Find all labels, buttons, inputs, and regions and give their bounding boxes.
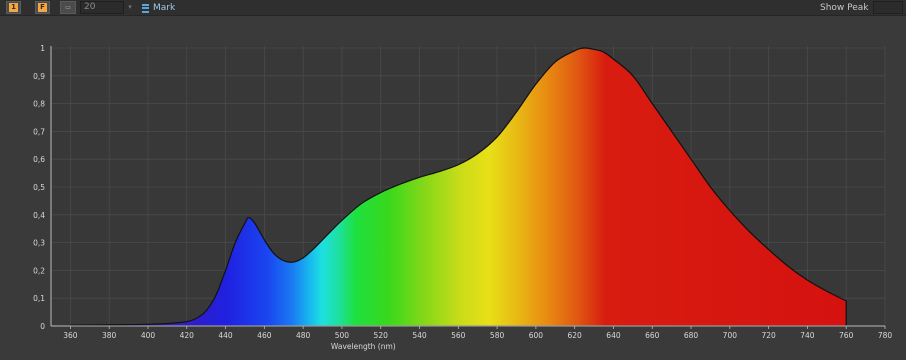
x-tick-label: 500 [335, 331, 350, 340]
y-tick-label: 0,7 [33, 127, 45, 136]
x-tick-label: 680 [684, 331, 699, 340]
x-tick-label: 720 [761, 331, 776, 340]
x-tick-label: 700 [723, 331, 738, 340]
x-tick-label: 440 [218, 331, 233, 340]
y-tick-labels: 0 0,1 0,2 0,3 0,4 0,5 0,6 0,7 0,8 0,9 1 [33, 44, 45, 331]
mark-icon [142, 3, 149, 13]
mark-button[interactable]: Mark [142, 0, 175, 16]
y-tick-label: 0,5 [33, 183, 45, 192]
fit-button[interactable]: F [35, 1, 50, 14]
x-tick-label: 660 [645, 331, 660, 340]
x-tick-label: 600 [529, 331, 544, 340]
show-peak-toggle[interactable] [873, 1, 903, 14]
axes [50, 46, 886, 329]
ruler-icon[interactable]: ▭ [60, 1, 76, 14]
mark-label: Mark [153, 3, 176, 13]
x-tick-label: 640 [606, 331, 621, 340]
y-tick-label: 0 [40, 322, 45, 331]
y-tick-label: 0,4 [33, 211, 45, 220]
y-tick-label: 1 [40, 44, 45, 53]
x-tick-label: 520 [374, 331, 389, 340]
toolbar: 1 F ▭ 20 ▾ Mark Show Peak [0, 0, 906, 16]
y-tick-label: 0,6 [33, 155, 45, 164]
x-tick-label: 560 [451, 331, 466, 340]
x-tick-labels: 360 380 400 420 440 460 480 500 520 540 560 580 600 6… [63, 331, 892, 340]
x-axis-title: Wavelength (nm) [331, 342, 396, 351]
x-tick-label: 760 [839, 331, 854, 340]
x-tick-label: 360 [63, 331, 78, 340]
y-tick-label: 0,1 [33, 294, 45, 303]
spectrum-chart: 360 380 400 420 440 460 480 500 520 540 560 580 600 6… [33, 44, 892, 351]
y-tick-label: 0,2 [33, 266, 45, 275]
chevron-down-icon[interactable]: ▾ [128, 3, 132, 11]
y-tick-label: 0,3 [33, 239, 45, 248]
stepper-input[interactable]: 20 [80, 1, 124, 14]
x-tick-label: 780 [878, 331, 893, 340]
orientation-button[interactable]: 1 [6, 1, 21, 14]
x-tick-label: 420 [180, 331, 195, 340]
x-tick-label: 540 [412, 331, 427, 340]
x-tick-label: 380 [102, 331, 117, 340]
spectrum-area [69, 47, 847, 327]
x-tick-label: 400 [141, 331, 156, 340]
y-tick-label: 0,9 [33, 72, 45, 81]
x-tick-label: 460 [257, 331, 272, 340]
x-tick-label: 740 [800, 331, 815, 340]
y-tick-label: 0,8 [33, 100, 45, 109]
show-peak-label: Show Peak [820, 3, 869, 13]
x-tick-label: 620 [568, 331, 583, 340]
x-tick-label: 580 [490, 331, 505, 340]
orientation-icon: 1 [9, 3, 18, 12]
fit-icon: F [38, 3, 47, 12]
x-tick-label: 480 [296, 331, 311, 340]
